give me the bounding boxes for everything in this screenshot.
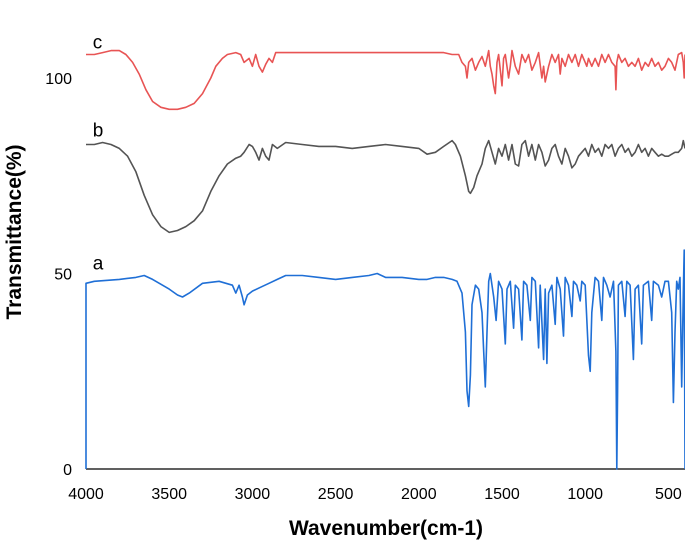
x-tick-label: 3500 xyxy=(151,486,187,503)
x-tick-label: 2500 xyxy=(318,486,354,503)
series-b-label: b xyxy=(93,121,104,142)
series-a-label: a xyxy=(93,254,104,275)
y-tick-label: 100 xyxy=(45,71,72,88)
x-tick-label: 1500 xyxy=(484,486,520,503)
plot-area: a b c xyxy=(85,33,685,470)
series-c-line xyxy=(86,49,685,111)
x-tick-labels: 4000 3500 3000 2500 2000 1500 1000 500 xyxy=(68,486,682,503)
x-tick-label: 4000 xyxy=(68,486,104,503)
series-layer xyxy=(85,49,685,470)
series-b-line xyxy=(86,139,685,234)
x-tick-label: 500 xyxy=(655,486,682,503)
x-tick-label: 1000 xyxy=(567,486,603,503)
y-axis-title: Transmittance(%) xyxy=(3,144,26,319)
y-tick-labels: 0 50 100 xyxy=(45,71,72,479)
series-label-layer: a b c xyxy=(93,33,104,275)
x-axis-title: Wavenumber(cm-1) xyxy=(289,517,483,540)
series-a-line xyxy=(85,249,685,470)
series-c-label: c xyxy=(93,33,103,54)
y-tick-label: 50 xyxy=(54,267,72,284)
y-tick-label: 0 xyxy=(63,462,72,479)
x-tick-label: 2000 xyxy=(401,486,437,503)
x-tick-label: 3000 xyxy=(235,486,271,503)
